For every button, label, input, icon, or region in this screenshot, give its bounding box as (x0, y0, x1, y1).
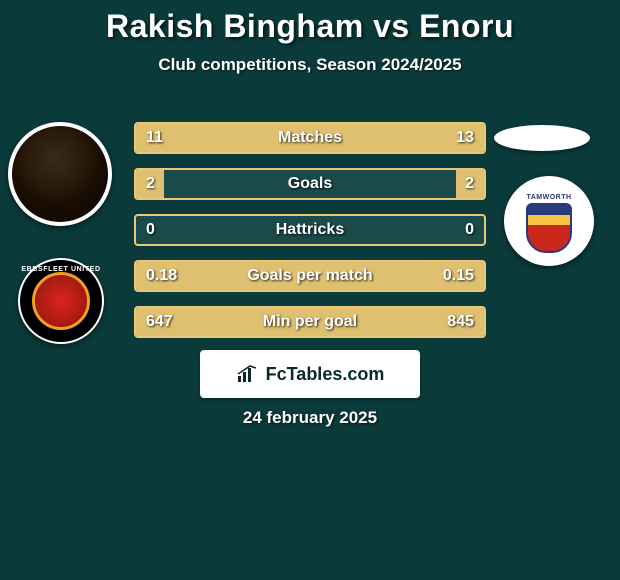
chart-icon (236, 364, 260, 384)
stat-label: Goals (136, 170, 484, 198)
stat-label: Hattricks (136, 216, 484, 244)
stats-table: 1113Matches 22Goals 00Hattricks 0.180.15Goa… (134, 122, 486, 352)
player-photo-right (494, 125, 590, 151)
brand-name: FcTables.com (266, 364, 385, 385)
stat-row: 00Hattricks (134, 214, 486, 246)
page-title: Rakish Bingham vs Enoru (0, 8, 620, 45)
club-right-shield (526, 203, 572, 253)
club-logo-left: EBBSFLEET UNITED (18, 258, 104, 344)
stat-label: Min per goal (136, 308, 484, 336)
club-logo-right: TAMWORTH (504, 176, 594, 266)
header: Rakish Bingham vs Enoru Club competition… (0, 0, 620, 75)
player-photo-left (8, 122, 112, 226)
brand-box[interactable]: FcTables.com (200, 350, 420, 398)
stat-row: 647845Min per goal (134, 306, 486, 338)
page-subtitle: Club competitions, Season 2024/2025 (0, 55, 620, 75)
stat-label: Goals per match (136, 262, 484, 290)
club-right-banner: TAMWORTH (526, 194, 571, 201)
stat-row: 1113Matches (134, 122, 486, 154)
club-left-inner (32, 272, 90, 330)
stat-row: 22Goals (134, 168, 486, 200)
club-left-text-top: EBBSFLEET UNITED (20, 266, 102, 273)
stat-row: 0.180.15Goals per match (134, 260, 486, 292)
comparison-date: 24 february 2025 (0, 408, 620, 428)
stat-label: Matches (136, 124, 484, 152)
